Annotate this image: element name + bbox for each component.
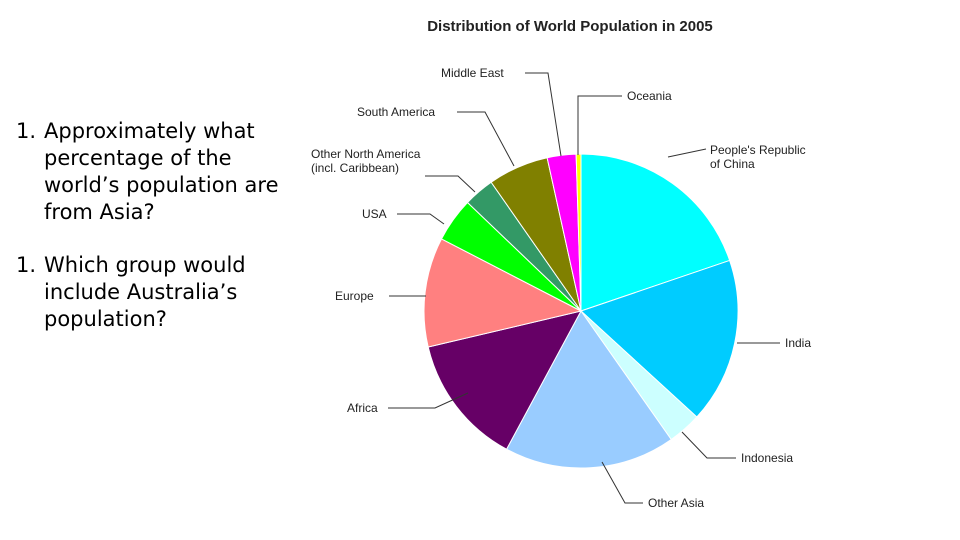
leader-line [457, 111, 515, 167]
slice-label: Other North America (incl. Caribbean) [311, 147, 421, 175]
pie-slice [580, 153, 731, 312]
question-list: 1. Approximately what percentage of the … [16, 118, 286, 359]
slice-label: Indonesia [741, 451, 793, 465]
slice-label: South America [357, 105, 435, 119]
leader-line [601, 461, 643, 504]
pie-slice [505, 310, 672, 469]
pie-slice [427, 310, 582, 450]
question-number: 1. [16, 253, 37, 277]
slice-label: USA [362, 207, 387, 221]
question-text: Which group would include Australia’s po… [44, 253, 246, 331]
leader-line [577, 95, 622, 155]
leader-line [525, 72, 562, 157]
slice-label: Africa [347, 401, 378, 415]
pie-slices [423, 153, 739, 469]
leader-line [667, 148, 707, 158]
slice-label: Middle East [441, 66, 504, 80]
question-1: 1. Approximately what percentage of the … [16, 118, 286, 226]
leader-lines [388, 72, 780, 504]
leader-line [397, 213, 445, 225]
slice-label: Europe [335, 289, 374, 303]
leader-line [425, 175, 476, 193]
pie-slice [580, 259, 739, 418]
pie-slice [423, 238, 583, 348]
pie-slice [575, 153, 582, 312]
slice-label: India [785, 336, 811, 350]
leader-line [681, 431, 736, 459]
chart-title: Distribution of World Population in 2005 [427, 18, 713, 35]
question-number: 1. [16, 119, 37, 143]
leader-line [388, 392, 469, 409]
slice-label: Oceania [627, 89, 672, 103]
slice-labels: People's Republic of China India Indonesia O… [311, 66, 811, 510]
question-text: Approximately what percentage of the wor… [44, 119, 279, 224]
slice-label: People's Republic of China [710, 143, 806, 171]
slice-label: Other Asia [648, 496, 704, 510]
question-2: 1. Which group would include Australia’s… [16, 252, 286, 333]
